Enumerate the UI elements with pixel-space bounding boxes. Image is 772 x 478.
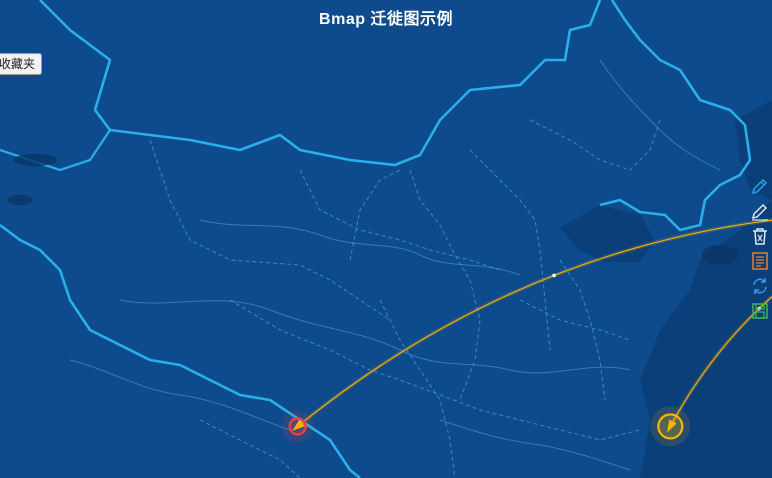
data-view-tool[interactable] bbox=[750, 251, 770, 273]
document-icon bbox=[752, 252, 768, 270]
sea-area-bohai bbox=[560, 205, 655, 262]
trash-icon bbox=[753, 228, 767, 245]
favorites-tag[interactable]: 收藏夹 bbox=[0, 53, 43, 75]
sea-area-east bbox=[640, 200, 772, 478]
refresh-icon bbox=[753, 278, 767, 294]
flow-line-lhasa bbox=[297, 219, 772, 427]
destination-chongqing[interactable] bbox=[650, 406, 691, 447]
national-border bbox=[0, 0, 752, 478]
pencil-undo-icon bbox=[751, 203, 768, 221]
save-image-tool[interactable] bbox=[750, 301, 770, 323]
chart-title: Bmap 迁徙图示例 bbox=[319, 11, 453, 28]
flow-trail-lhasa bbox=[552, 273, 556, 278]
flow-arrow-lhasa bbox=[292, 419, 305, 431]
toolbox bbox=[750, 176, 770, 326]
mark-undo-tool[interactable] bbox=[750, 201, 770, 223]
save-icon bbox=[752, 303, 768, 319]
province-borders bbox=[149, 119, 661, 478]
mark-tool[interactable] bbox=[750, 176, 770, 198]
restore-tool[interactable] bbox=[750, 276, 770, 298]
pencil-icon bbox=[751, 178, 768, 195]
rivers bbox=[69, 59, 721, 471]
mark-clear-tool[interactable] bbox=[750, 226, 770, 248]
destination-lhasa[interactable] bbox=[281, 410, 314, 443]
destination-markers bbox=[281, 406, 691, 447]
flow-arrow-chongqing bbox=[667, 419, 677, 433]
lakes bbox=[8, 154, 738, 265]
flow-line-chongqing bbox=[669, 295, 772, 427]
